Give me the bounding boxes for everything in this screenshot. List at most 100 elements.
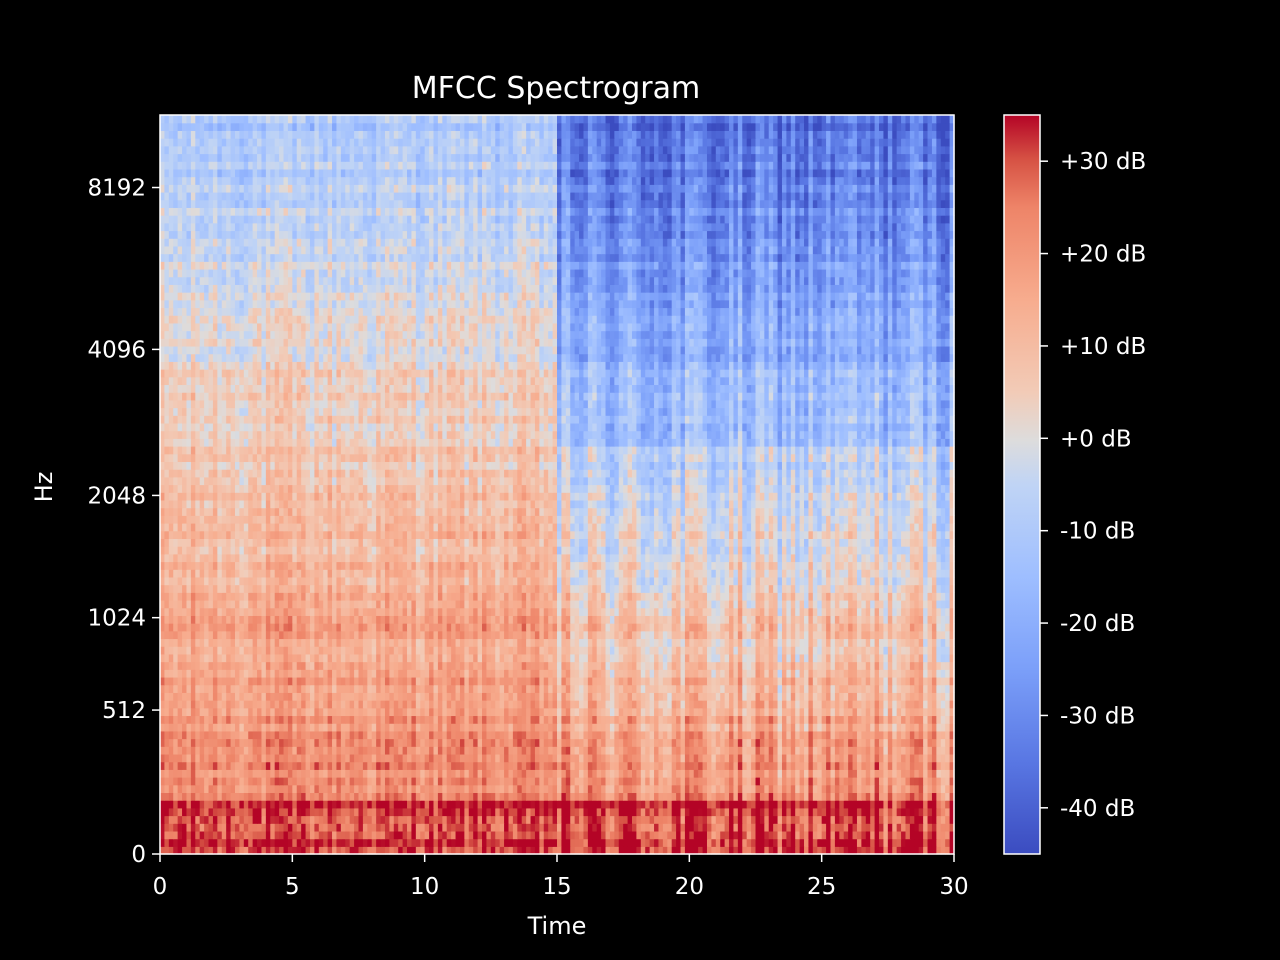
heatmap-cell	[433, 777, 439, 786]
heatmap-cell	[221, 769, 227, 778]
heatmap-cell	[446, 846, 452, 855]
heatmap-cell	[221, 707, 227, 717]
heatmap-cell	[715, 707, 721, 717]
heatmap-cell	[398, 838, 404, 847]
heatmap-cell	[437, 661, 443, 670]
heatmap-cell	[676, 838, 682, 847]
heatmap-cell	[508, 653, 514, 663]
heatmap-cell	[459, 792, 465, 801]
heatmap-cell	[684, 746, 690, 755]
heatmap-cell	[490, 777, 496, 786]
heatmap-cell	[848, 738, 854, 747]
heatmap-cell	[587, 823, 593, 832]
heatmap-cell	[393, 684, 399, 693]
heatmap-cell	[693, 838, 699, 847]
heatmap-cell	[676, 730, 682, 740]
heatmap-cell	[204, 730, 210, 740]
heatmap-cell	[433, 646, 439, 655]
heatmap-cell	[614, 800, 620, 809]
heatmap-cell	[490, 830, 496, 840]
heatmap-cell	[940, 830, 946, 840]
heatmap-cell	[914, 692, 920, 701]
heatmap-cell	[711, 784, 717, 794]
heatmap-cell	[852, 707, 858, 717]
heatmap-cell	[623, 669, 629, 678]
heatmap-cell	[420, 715, 426, 724]
heatmap-cell	[896, 777, 902, 786]
heatmap-cell	[420, 653, 426, 663]
heatmap-cell	[671, 800, 677, 809]
heatmap-cell	[905, 823, 911, 832]
heatmap-cell	[870, 823, 876, 832]
heatmap-cell	[795, 792, 801, 801]
heatmap-cell	[393, 807, 399, 817]
heatmap-cell	[429, 777, 435, 786]
heatmap-cell	[949, 715, 955, 724]
heatmap-cell	[212, 730, 218, 740]
heatmap-cell	[557, 730, 563, 740]
heatmap-cell	[702, 784, 708, 794]
heatmap-cell	[733, 715, 739, 724]
heatmap-cell	[715, 661, 721, 670]
heatmap-cell	[790, 738, 796, 747]
heatmap-cell	[729, 700, 735, 709]
heatmap-cell	[870, 684, 876, 693]
heatmap-cell	[711, 746, 717, 755]
heatmap-cell	[808, 838, 814, 847]
heatmap-cell	[274, 761, 280, 770]
heatmap-cell	[724, 800, 730, 809]
heatmap-cell	[226, 676, 232, 686]
heatmap-cell	[371, 753, 377, 763]
heatmap-cell	[539, 707, 545, 717]
heatmap-cell	[808, 653, 814, 663]
heatmap-cell	[936, 807, 942, 817]
heatmap-cell	[667, 823, 673, 832]
heatmap-cell	[936, 761, 942, 770]
heatmap-cell	[437, 700, 443, 709]
heatmap-cell	[451, 738, 457, 747]
heatmap-cell	[711, 715, 717, 724]
heatmap-cell	[292, 800, 298, 809]
heatmap-cell	[817, 838, 823, 847]
heatmap-cell	[587, 653, 593, 663]
heatmap-cell	[234, 792, 240, 801]
heatmap-cell	[834, 784, 840, 794]
heatmap-cell	[883, 777, 889, 786]
heatmap-cell	[583, 653, 589, 663]
heatmap-cell	[239, 653, 245, 663]
heatmap-cell	[309, 669, 315, 678]
heatmap-cell	[631, 715, 637, 724]
heatmap-cell	[495, 800, 501, 809]
heatmap-cell	[451, 646, 457, 655]
heatmap-cell	[698, 784, 704, 794]
heatmap-cell	[429, 830, 435, 840]
heatmap-cell	[190, 815, 196, 824]
heatmap-cell	[786, 777, 792, 786]
heatmap-cell	[896, 784, 902, 794]
heatmap-cell	[596, 738, 602, 747]
heatmap-cell	[301, 730, 307, 740]
heatmap-cell	[459, 846, 465, 855]
heatmap-cell	[499, 800, 505, 809]
heatmap-cell	[323, 769, 329, 778]
heatmap-cell	[376, 753, 382, 763]
heatmap-cell	[742, 815, 748, 824]
heatmap-cell	[561, 661, 567, 670]
heatmap-cell	[332, 661, 338, 670]
heatmap-cell	[698, 769, 704, 778]
heatmap-cell	[274, 753, 280, 763]
heatmap-cell	[477, 669, 483, 678]
heatmap-cell	[349, 707, 355, 717]
heatmap-cell	[208, 830, 214, 840]
heatmap-cell	[265, 830, 271, 840]
heatmap-cell	[420, 692, 426, 701]
heatmap-cell	[570, 669, 576, 678]
heatmap-cell	[640, 777, 646, 786]
heatmap-cell	[658, 792, 664, 801]
heatmap-cell	[495, 738, 501, 747]
heatmap-cell	[936, 792, 942, 801]
heatmap-cell	[861, 676, 867, 686]
heatmap-cell	[486, 692, 492, 701]
heatmap-cell	[914, 830, 920, 840]
heatmap-cell	[751, 838, 757, 847]
